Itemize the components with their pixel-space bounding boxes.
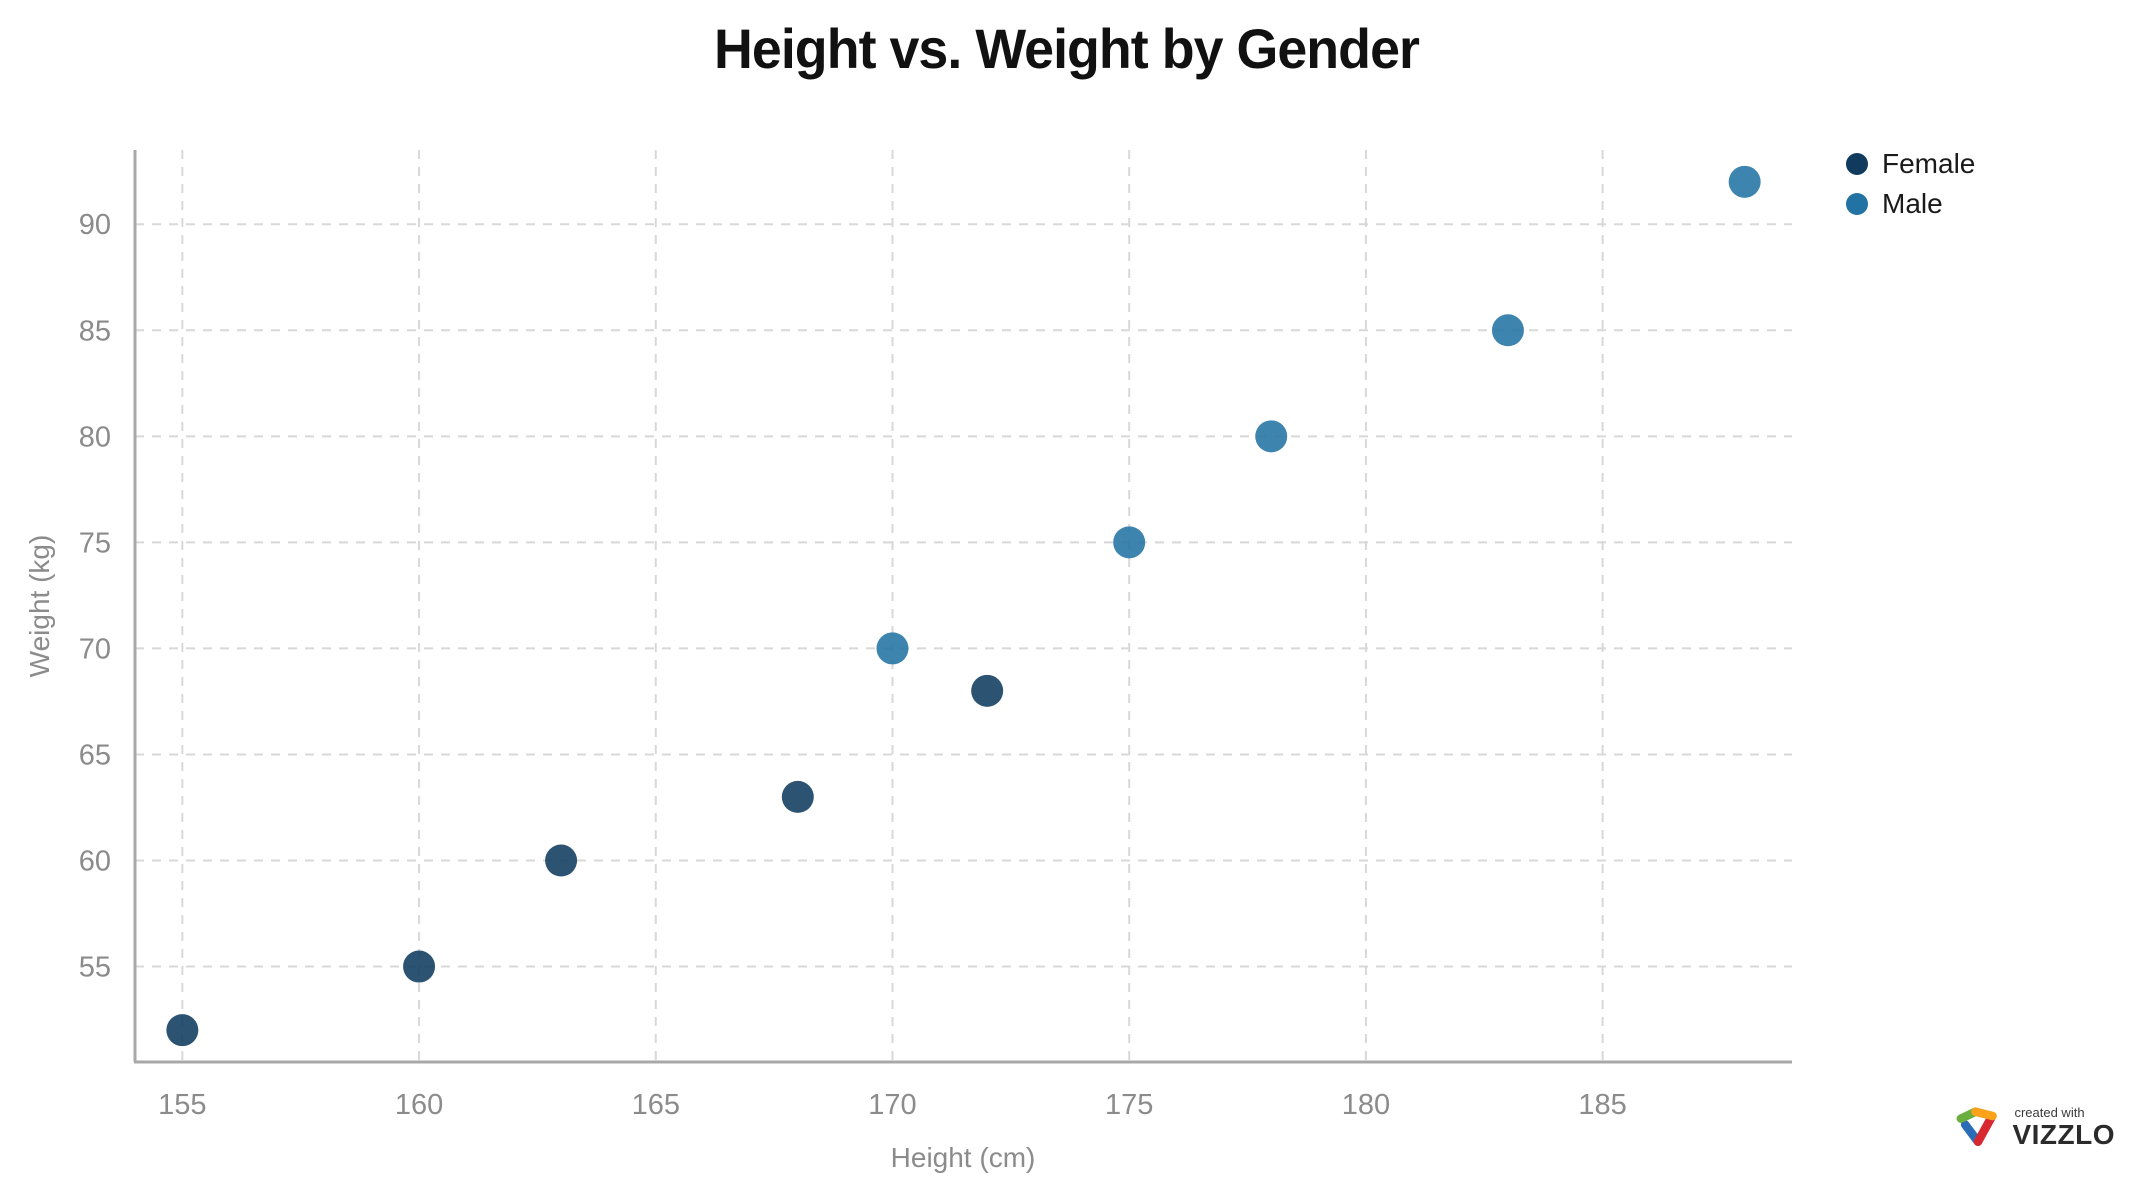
x-axis-label: Height (cm) — [890, 1142, 1036, 1173]
x-tick-label: 160 — [395, 1089, 443, 1121]
vizzlo-badge-text: created with VIZZLO — [2012, 1105, 2115, 1151]
data-point-male — [1728, 165, 1761, 198]
chart-title: Height vs. Weight by Gender — [714, 17, 1420, 80]
x-tick-label: 180 — [1342, 1089, 1390, 1121]
legend: Female Male — [1846, 150, 1975, 218]
female-swatch-icon — [1846, 153, 1868, 175]
data-point-male — [1113, 526, 1146, 559]
x-tick-label: 175 — [1105, 1089, 1153, 1121]
data-point-female — [166, 1014, 199, 1047]
x-tick-label: 165 — [632, 1089, 680, 1121]
x-tick-label: 185 — [1578, 1089, 1626, 1121]
y-tick-label: 75 — [79, 527, 111, 559]
legend-item-male: Male — [1846, 190, 1975, 218]
y-tick-label: 90 — [79, 209, 111, 241]
vizzlo-badge[interactable]: created with VIZZLO — [1954, 1104, 2115, 1152]
badge-tagline: created with — [2014, 1105, 2085, 1121]
data-point-female — [403, 950, 436, 983]
x-tick-label: 170 — [868, 1089, 916, 1121]
data-point-male — [876, 632, 909, 665]
data-point-male — [1491, 314, 1524, 347]
y-tick-label: 85 — [79, 315, 111, 347]
data-point-female — [971, 674, 1004, 707]
legend-item-female: Female — [1846, 150, 1975, 178]
legend-label-male: Male — [1882, 188, 1943, 219]
badge-brand: VIZZLO — [2012, 1119, 2115, 1151]
x-tick-label: 155 — [158, 1089, 206, 1121]
y-tick-label: 55 — [79, 952, 111, 984]
data-point-female — [545, 844, 578, 877]
data-point-female — [781, 780, 814, 813]
legend-label-female: Female — [1882, 148, 1976, 179]
y-tick-label: 65 — [79, 739, 111, 771]
y-axis-label: Weight (kg) — [24, 534, 55, 678]
y-tick-label: 60 — [79, 846, 111, 878]
y-tick-label: 80 — [79, 421, 111, 453]
male-swatch-icon — [1846, 193, 1868, 215]
data-point-male — [1255, 420, 1288, 453]
y-tick-label: 70 — [79, 633, 111, 665]
vizzlo-logo-icon — [1957, 1107, 1998, 1146]
